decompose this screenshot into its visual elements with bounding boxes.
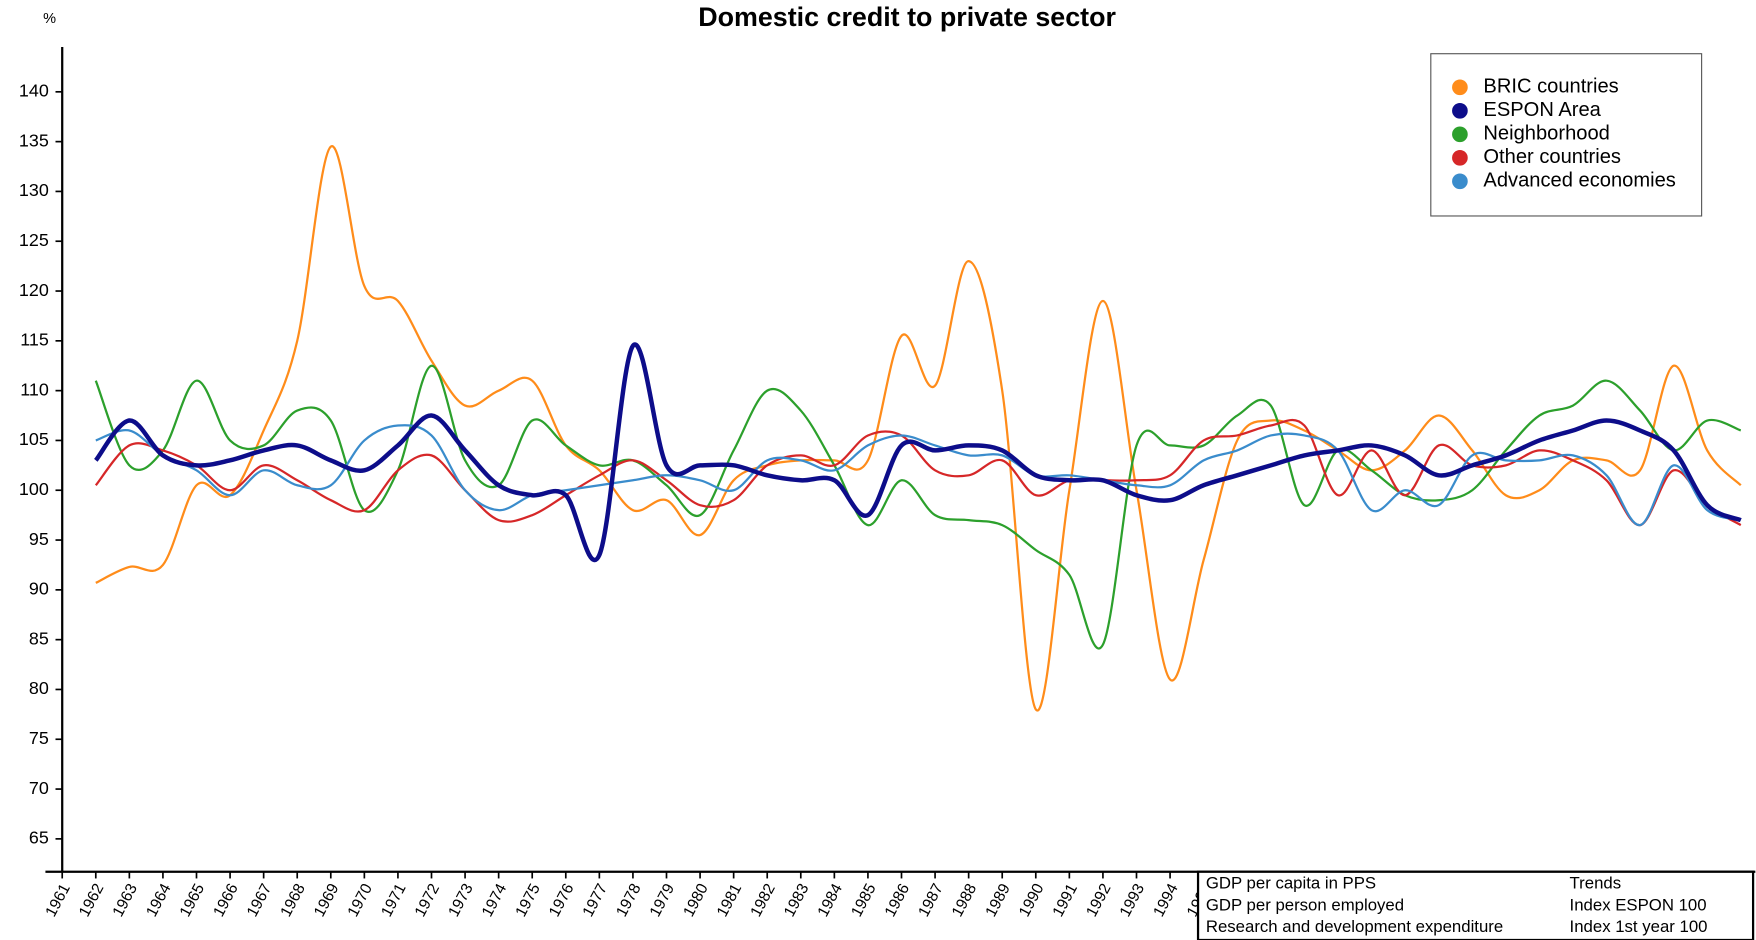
x-tick-label: 1984 — [815, 881, 846, 920]
x-tick-label: 1989 — [983, 881, 1014, 920]
x-tick-label: 1974 — [479, 881, 510, 920]
y-tick-label: 140 — [19, 81, 49, 101]
menu-box — [1196, 870, 1755, 940]
legend-label[interactable]: Other countries — [1483, 146, 1621, 168]
y-tick-label: 95 — [29, 529, 49, 549]
y-tick-label: 80 — [29, 678, 49, 698]
x-tick-label: 1970 — [345, 881, 376, 920]
menu-indicator[interactable]: GDP per capita in PPS — [1206, 873, 1376, 892]
y-tick-label: 90 — [29, 579, 49, 599]
x-tick-label: 1968 — [278, 881, 309, 920]
x-tick-label: 1982 — [748, 881, 779, 920]
x-tick-label: 1961 — [43, 881, 74, 920]
y-tick-label: 100 — [19, 479, 49, 499]
y-tick-label: 110 — [20, 379, 49, 399]
x-tick-label: 1987 — [915, 881, 946, 920]
chart-title: Domestic credit to private sector — [698, 2, 1116, 32]
menu-mode[interactable]: Trends — [1570, 873, 1622, 892]
y-tick-label: 75 — [29, 728, 49, 748]
x-tick-label: 1981 — [714, 881, 745, 920]
legend-label[interactable]: Neighborhood — [1483, 123, 1609, 145]
menu-indicator[interactable]: Research and development expenditure — [1206, 917, 1503, 936]
y-tick-label: 125 — [19, 230, 49, 250]
menu: GDP per capita in PPS GDP per person empl… — [1206, 873, 1708, 936]
y-tick-label: 120 — [19, 280, 49, 300]
x-tick-label: 1975 — [513, 881, 544, 920]
x-tick-label: 1985 — [848, 881, 879, 920]
legend-label[interactable]: ESPON Area — [1483, 99, 1601, 121]
y-tick-label: 135 — [19, 130, 49, 150]
x-tick-label: 1978 — [613, 881, 644, 920]
legend-marker — [1452, 102, 1468, 119]
legend-marker — [1452, 126, 1468, 143]
series-line — [93, 342, 1742, 562]
y-tick-label: 65 — [29, 828, 49, 848]
legend-label[interactable]: BRIC countries — [1483, 76, 1618, 98]
y-axis-label: % — [43, 11, 56, 27]
y-tick-label: 115 — [20, 330, 49, 350]
x-tick-label: 1971 — [378, 881, 409, 920]
x-tick-label: 1963 — [110, 881, 141, 920]
x-tick-label: 1993 — [1117, 881, 1148, 920]
x-tick-label: 1994 — [1150, 881, 1181, 920]
x-tick-label: 1980 — [680, 881, 711, 920]
x-tick-label: 1983 — [781, 881, 812, 920]
legend-marker — [1452, 149, 1468, 166]
x-tick-label: 1967 — [244, 881, 275, 920]
x-tick-label: 1976 — [546, 881, 577, 920]
legend-marker — [1452, 79, 1468, 96]
x-tick-label: 1969 — [311, 881, 342, 920]
legend-label[interactable]: Advanced economies — [1483, 170, 1675, 192]
x-tick-label: 1964 — [143, 881, 174, 920]
x-tick-label: 1991 — [1050, 881, 1081, 920]
menu-mode[interactable]: Index 1st year 100 — [1570, 917, 1708, 936]
menu-mode[interactable]: Index ESPON 100 — [1570, 895, 1707, 914]
legend-marker — [1452, 173, 1468, 190]
x-tick-label: 1992 — [1083, 881, 1114, 920]
y-tick-label: 130 — [19, 180, 49, 200]
x-tick-label: 1986 — [882, 881, 913, 920]
x-tick-label: 1977 — [580, 881, 611, 920]
x-tick-label: 1990 — [1016, 881, 1047, 920]
x-tick-label: 1979 — [647, 881, 678, 920]
menu-indicator[interactable]: GDP per person employed — [1206, 895, 1404, 914]
y-tick-label: 70 — [29, 778, 49, 798]
x-tick-label: 1966 — [210, 881, 241, 920]
y-tick-label: 105 — [19, 429, 49, 449]
y-tick-label: 85 — [29, 628, 49, 648]
x-tick-label: 1973 — [445, 881, 476, 920]
series-line — [95, 145, 1742, 712]
legend-box — [1430, 53, 1703, 217]
x-tick-label: 1972 — [412, 881, 443, 920]
x-tick-label: 1988 — [949, 881, 980, 920]
series-line — [95, 424, 1742, 527]
x-tick-label: 1965 — [177, 881, 208, 920]
x-tick-label: 1962 — [76, 881, 107, 920]
